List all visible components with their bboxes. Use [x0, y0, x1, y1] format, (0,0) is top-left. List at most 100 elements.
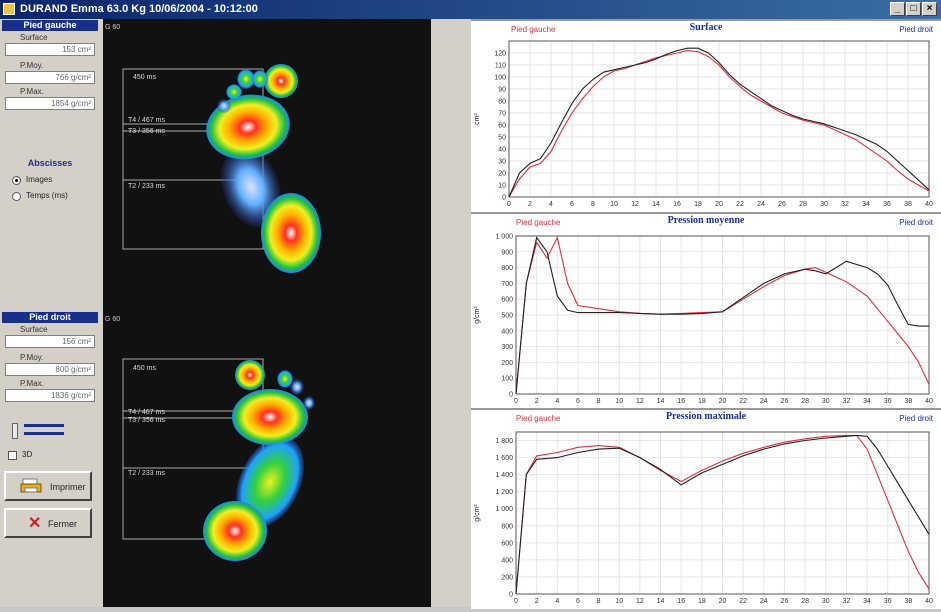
left-t3-label: T3 / 356 ms: [128, 128, 165, 135]
title-bar: DURAND Emma 63.0 Kg 10/06/2004 - 10:12:0…: [0, 0, 941, 19]
x-tick-label: 36: [884, 398, 892, 405]
y-tick-label: 100: [494, 75, 506, 82]
x-tick-label: 30: [822, 398, 830, 405]
print-button[interactable]: Imprimer: [4, 471, 92, 501]
y-tick-label: 300: [501, 344, 513, 351]
close-button[interactable]: ✕ Fermer: [4, 508, 92, 538]
x-tick-label: 36: [884, 598, 892, 605]
x-tick-label: 34: [862, 201, 870, 208]
control-panel: Pied gauche Surface 153 cm² P.Moy. 766 g…: [0, 19, 103, 607]
series-line-pied-droit: [515, 434, 930, 595]
surface-legend-left: Pied gauche: [511, 25, 556, 34]
abscisses-temps-radio[interactable]: [12, 192, 21, 201]
separator-area: [431, 19, 471, 607]
x-tick-label: 24: [757, 201, 765, 208]
y-tick-label: 400: [501, 557, 513, 564]
x-tick-label: 20: [719, 598, 727, 605]
x-tick-label: 40: [925, 598, 933, 605]
x-tick-label: 0: [507, 201, 511, 208]
3d-checkbox[interactable]: [8, 451, 17, 460]
pression-moyenne-legend-right: Pied droit: [899, 218, 933, 227]
x-tick-label: 6: [576, 398, 580, 405]
print-button-label: Imprimer: [50, 482, 86, 492]
left-surface-field[interactable]: 153 cm²: [5, 43, 95, 56]
y-tick-label: 1 000: [495, 234, 513, 241]
close-button-label: Fermer: [48, 519, 77, 529]
plot-frame: [508, 40, 930, 198]
y-tick-label: 500: [501, 313, 513, 320]
plot-frame: [515, 431, 930, 595]
y-tick-label: 60: [498, 123, 506, 130]
y-tick-label: 0: [509, 592, 513, 599]
x-tick-label: 8: [597, 398, 601, 405]
y-tick-label: 1 200: [495, 489, 513, 496]
x-tick-label: 6: [570, 201, 574, 208]
right-t3-label: T3 / 356 ms: [128, 417, 165, 424]
surface-legend-right: Pied droit: [899, 25, 933, 34]
y-tick-label: 900: [501, 249, 513, 256]
left-pmax-field[interactable]: 1854 g/cm²: [5, 97, 95, 110]
y-tick-label: 200: [501, 574, 513, 581]
left-t2-label: T2 / 233 ms: [128, 183, 165, 190]
left-t1-label: 450 ms: [133, 74, 156, 81]
y-axis-label: cm²: [474, 113, 481, 125]
pression-moyenne-chart-panel: Pression moyenne Pied gauche Pied droit …: [471, 212, 941, 410]
y-tick-label: 1 000: [495, 506, 513, 513]
y-tick-label: 1 800: [495, 438, 513, 445]
right-pmoy-field[interactable]: 800 g/cm²: [5, 363, 95, 376]
series-line-pied-gauche: [515, 235, 930, 395]
right-foot-header: Pied droit: [2, 312, 98, 323]
y-tick-label: 110: [495, 63, 506, 70]
y-tick-label: 800: [501, 265, 513, 272]
foot-pressure-panel: G 60 450 ms T4 / 467 ms T3 / 356 ms T2 /…: [103, 19, 431, 607]
right-surface-field[interactable]: 156 cm²: [5, 335, 95, 348]
x-tick-label: 2: [528, 201, 532, 208]
series-line-pied-droit: [508, 47, 930, 198]
y-tick-label: 80: [498, 99, 506, 106]
y-tick-label: 600: [501, 297, 513, 304]
x-tick-label: 26: [781, 398, 789, 405]
x-tick-label: 26: [778, 201, 786, 208]
right-t4-label: T4 / 467 ms: [128, 409, 165, 416]
x-tick-label: 38: [904, 201, 912, 208]
y-axis-label: g/cm²: [474, 306, 481, 324]
x-tick-label: 0: [514, 598, 518, 605]
right-pmax-label: P.Max.: [20, 379, 44, 388]
x-tick-label: 18: [694, 201, 702, 208]
x-tick-label: 16: [677, 598, 685, 605]
maximize-button[interactable]: □: [906, 2, 921, 16]
close-window-button[interactable]: ×: [922, 2, 937, 16]
x-tick-label: 22: [739, 598, 747, 605]
surface-chart-panel: Surface Pied gauche Pied droit 0 2 4 6 8 10 12…: [471, 19, 941, 214]
x-tick-label: 16: [673, 201, 681, 208]
right-t2-label: T2 / 233 ms: [128, 470, 165, 477]
x-tick-label: 40: [925, 201, 933, 208]
x-tick-label: 2: [535, 598, 539, 605]
y-tick-label: 10: [498, 183, 506, 190]
y-tick-label: 400: [501, 328, 513, 335]
x-tick-label: 28: [801, 598, 809, 605]
foot-pressure-maps: G 60 450 ms T4 / 467 ms T3 / 356 ms T2 /…: [105, 24, 321, 561]
pression-moyenne-legend-left: Pied gauche: [516, 218, 561, 227]
x-tick-label: 10: [615, 598, 623, 605]
left-pmax-label: P.Max.: [20, 87, 44, 96]
x-tick-label: 2: [535, 398, 539, 405]
x-tick-label: 8: [597, 598, 601, 605]
pression-maximale-chart: 0 2 4 6 8 10 12 14 16 18 20 22 24 26 28 30 32 34 36 38 40020…: [474, 431, 933, 605]
y-tick-label: 120: [494, 51, 506, 58]
x-tick-label: 4: [555, 598, 559, 605]
x-tick-label: 32: [843, 398, 851, 405]
spin-control[interactable]: [12, 423, 18, 439]
x-tick-label: 4: [555, 398, 559, 405]
right-t1-label: 450 ms: [133, 365, 156, 372]
close-x-icon: ✕: [28, 515, 42, 532]
left-pmoy-field[interactable]: 766 g/cm²: [5, 71, 95, 84]
3d-label: 3D: [22, 450, 33, 459]
x-tick-label: 6: [576, 598, 580, 605]
pression-maximale-legend-left: Pied gauche: [516, 414, 561, 423]
minimize-button[interactable]: _: [890, 2, 905, 16]
abscisses-images-radio[interactable]: [12, 176, 21, 185]
right-pmax-field[interactable]: 1836 g/cm²: [5, 389, 95, 402]
x-tick-label: 10: [610, 201, 618, 208]
series-line-pied-gauche: [515, 434, 930, 595]
